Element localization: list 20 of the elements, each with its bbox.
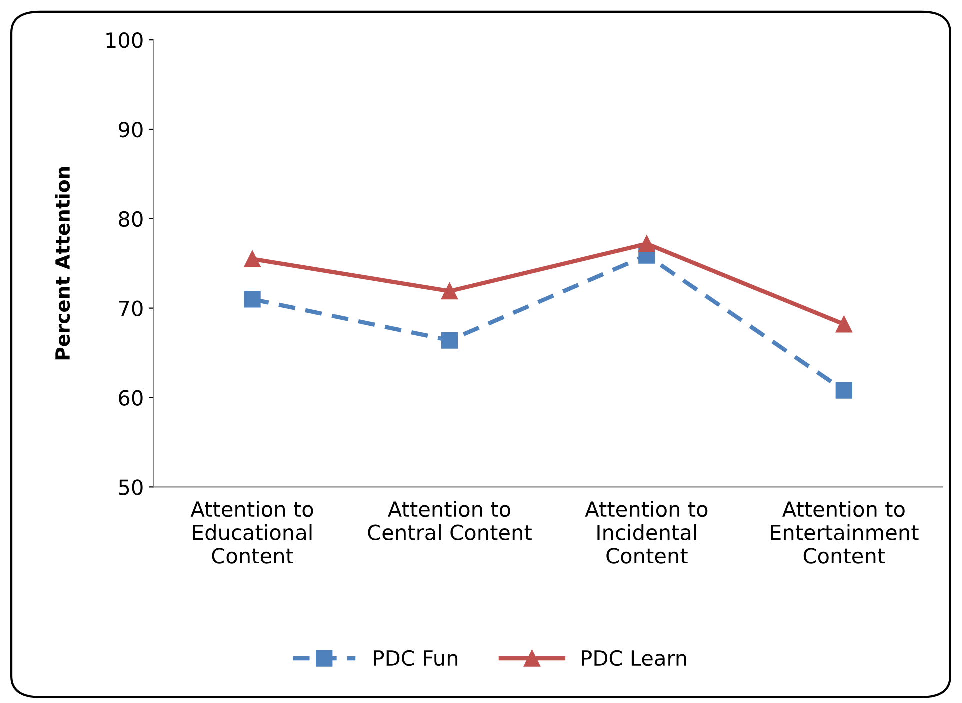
y-tick-label: 90 bbox=[119, 122, 143, 138]
point bbox=[441, 283, 458, 300]
x-tick-label: Attention to Entertainment Content bbox=[771, 501, 919, 564]
y-axis-title: Percent Attention bbox=[55, 167, 70, 360]
x-tick-label: Attention to Central Content bbox=[368, 501, 532, 541]
point bbox=[638, 236, 656, 252]
point bbox=[836, 316, 852, 333]
y-tick-label: 60 bbox=[119, 390, 143, 406]
point bbox=[244, 250, 261, 268]
legend-label: PDC Fun bbox=[374, 650, 458, 666]
y-tick-label: 100 bbox=[106, 32, 143, 48]
point bbox=[441, 332, 458, 349]
y-tick-label: 80 bbox=[119, 211, 143, 228]
y-tick-label: 70 bbox=[119, 300, 143, 317]
x-tick-label: Attention to Incidental Content bbox=[585, 501, 708, 564]
point bbox=[244, 291, 261, 308]
legend-label: PDC Learn bbox=[582, 650, 686, 666]
point bbox=[836, 382, 852, 399]
x-tick-label: Attention to Educational Content bbox=[190, 501, 314, 564]
y-tick-label: 50 bbox=[119, 480, 143, 496]
